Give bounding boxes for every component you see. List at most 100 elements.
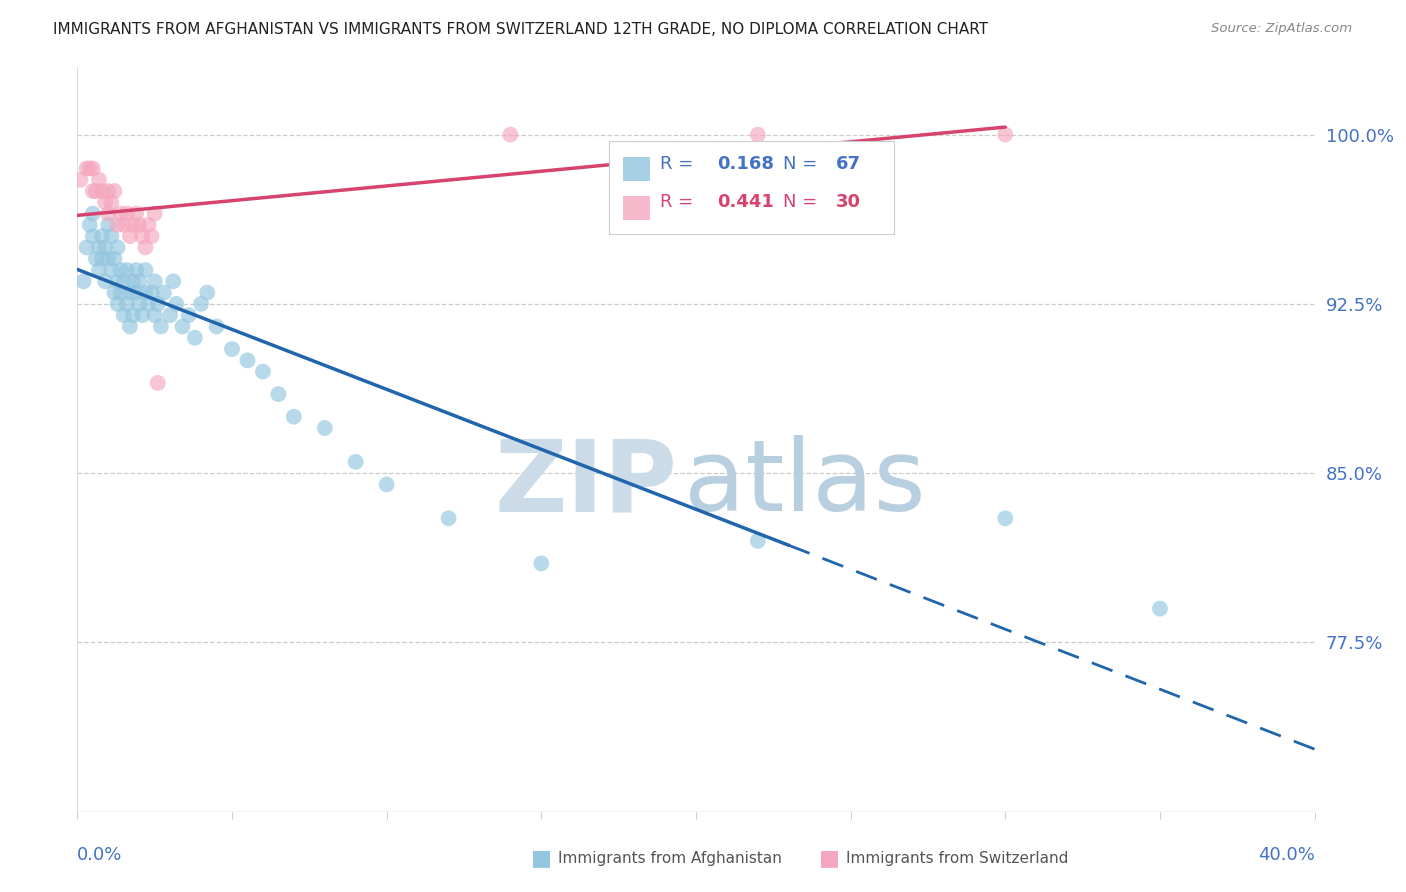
Point	[94, 240, 117, 254]
Point	[125, 285, 148, 300]
Point	[110, 285, 132, 300]
Point	[314, 421, 336, 435]
Point	[112, 218, 135, 232]
Point	[205, 319, 228, 334]
Point	[141, 285, 163, 300]
Point	[107, 240, 129, 254]
Point	[994, 511, 1017, 525]
Point	[97, 206, 120, 220]
Point	[91, 252, 114, 266]
Point	[112, 308, 135, 322]
Point	[128, 297, 150, 311]
Point	[131, 308, 153, 322]
Text: ■: ■	[531, 848, 551, 868]
Point	[103, 252, 125, 266]
Point	[87, 240, 110, 254]
Point	[118, 229, 141, 244]
Point	[437, 511, 460, 525]
Point	[110, 263, 132, 277]
Point	[84, 184, 107, 198]
Point	[172, 319, 194, 334]
Text: Immigrants from Afghanistan: Immigrants from Afghanistan	[558, 851, 782, 865]
Point	[1149, 601, 1171, 615]
FancyBboxPatch shape	[623, 157, 650, 181]
Point	[103, 285, 125, 300]
Point	[125, 206, 148, 220]
Point	[134, 263, 156, 277]
Point	[195, 285, 218, 300]
Point	[82, 229, 104, 244]
Text: 0.0%: 0.0%	[77, 846, 122, 863]
Point	[115, 263, 138, 277]
Point	[128, 218, 150, 232]
Point	[112, 274, 135, 288]
Point	[100, 263, 122, 277]
Point	[344, 455, 367, 469]
Text: ■: ■	[820, 848, 839, 868]
Point	[76, 240, 98, 254]
Point	[100, 195, 122, 210]
Point	[115, 206, 138, 220]
FancyBboxPatch shape	[609, 141, 894, 235]
Point	[82, 206, 104, 220]
Text: 40.0%: 40.0%	[1258, 846, 1315, 863]
Text: 0.441: 0.441	[717, 194, 773, 211]
Point	[747, 128, 769, 142]
Point	[134, 240, 156, 254]
Text: Source: ZipAtlas.com: Source: ZipAtlas.com	[1212, 22, 1353, 36]
Point	[128, 274, 150, 288]
Point	[162, 274, 184, 288]
Text: IMMIGRANTS FROM AFGHANISTAN VS IMMIGRANTS FROM SWITZERLAND 12TH GRADE, NO DIPLOM: IMMIGRANTS FROM AFGHANISTAN VS IMMIGRANT…	[53, 22, 988, 37]
Point	[747, 533, 769, 548]
Point	[131, 229, 153, 244]
Text: atlas: atlas	[683, 435, 925, 533]
Point	[118, 285, 141, 300]
Point	[107, 274, 129, 288]
Point	[143, 308, 166, 322]
Point	[283, 409, 305, 424]
Point	[94, 274, 117, 288]
Point	[122, 218, 145, 232]
Point	[115, 297, 138, 311]
Text: R =: R =	[659, 194, 699, 211]
Point	[146, 297, 169, 311]
Point	[143, 206, 166, 220]
Point	[91, 184, 114, 198]
Point	[530, 557, 553, 571]
Text: R =: R =	[659, 154, 699, 173]
Point	[221, 342, 243, 356]
Point	[107, 297, 129, 311]
Point	[82, 184, 104, 198]
Point	[149, 319, 172, 334]
Point	[69, 173, 91, 187]
Point	[91, 229, 114, 244]
Point	[141, 229, 163, 244]
Point	[153, 285, 176, 300]
Point	[87, 173, 110, 187]
Point	[252, 365, 274, 379]
Point	[499, 128, 522, 142]
Point	[97, 184, 120, 198]
Point	[82, 161, 104, 176]
Point	[79, 218, 101, 232]
Point	[97, 218, 120, 232]
Point	[110, 206, 132, 220]
Text: N =: N =	[783, 154, 823, 173]
Point	[177, 308, 200, 322]
Text: 0.168: 0.168	[717, 154, 775, 173]
Point	[118, 319, 141, 334]
Point	[100, 229, 122, 244]
Point	[994, 128, 1017, 142]
Point	[143, 274, 166, 288]
Point	[184, 331, 207, 345]
Point	[267, 387, 290, 401]
Text: 30: 30	[835, 194, 860, 211]
Point	[107, 218, 129, 232]
Point	[103, 184, 125, 198]
Point	[122, 274, 145, 288]
FancyBboxPatch shape	[623, 195, 650, 219]
Point	[375, 477, 398, 491]
Point	[84, 252, 107, 266]
Text: N =: N =	[783, 194, 823, 211]
Text: Immigrants from Switzerland: Immigrants from Switzerland	[846, 851, 1069, 865]
